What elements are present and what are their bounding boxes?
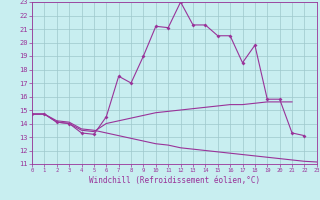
- X-axis label: Windchill (Refroidissement éolien,°C): Windchill (Refroidissement éolien,°C): [89, 176, 260, 185]
